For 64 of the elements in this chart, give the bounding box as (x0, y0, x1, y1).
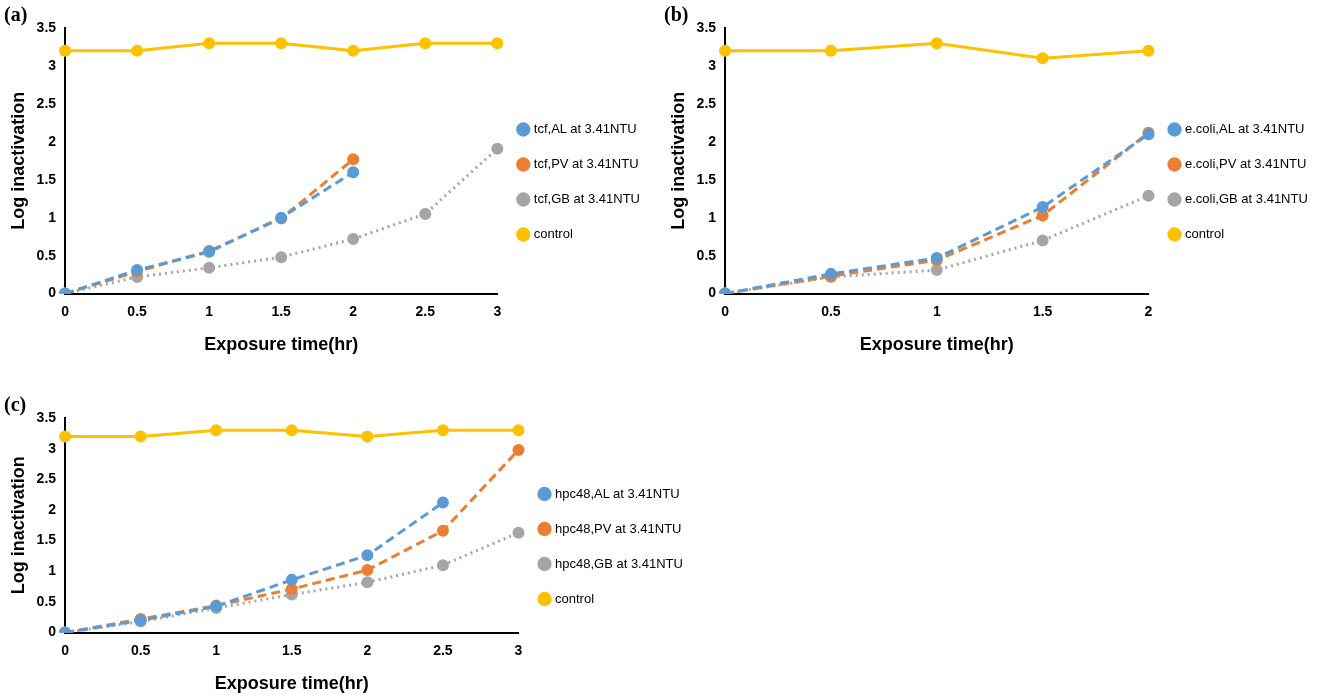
x-tick-label: 1.5 (282, 641, 302, 658)
y-tick-label: 2 (708, 132, 717, 149)
legend-label: e.coli,AL at 3.41NTU (1185, 121, 1305, 137)
legend-label: e.coli,PV at 3.41NTU (1185, 156, 1307, 172)
x-tick-label: 0 (721, 302, 730, 319)
y-tick-label: 2.5 (36, 470, 57, 487)
legend-label: hpc48,GB at 3.41NTU (555, 555, 683, 571)
x-tick-label: 1 (205, 302, 214, 319)
x-axis-title: Exposure time(hr) (204, 334, 359, 355)
y-tick-label: 3 (48, 56, 57, 73)
y-tick-label: 1 (48, 208, 57, 225)
y-tick-label: 1.5 (36, 531, 57, 548)
legend-label: control (1185, 226, 1225, 242)
y-axis-title: Log inactivation (667, 91, 688, 230)
y-axis-title: Log inactivation (7, 91, 28, 230)
y-tick-label: 0.5 (36, 592, 57, 609)
x-tick-label: 3 (514, 641, 523, 658)
y-tick-label: 2.5 (36, 94, 57, 111)
y-tick-label: 1.5 (36, 170, 57, 187)
x-tick-label: 2.5 (415, 302, 436, 319)
legend-label: control (533, 226, 573, 242)
x-tick-label: 0 (61, 641, 70, 658)
x-tick-label: 1.5 (1032, 302, 1053, 319)
y-tick-label: 3 (48, 439, 57, 456)
x-tick-label: 1.5 (271, 302, 292, 319)
x-tick-label: 2 (1144, 302, 1153, 319)
x-tick-label: 1 (932, 302, 941, 319)
x-tick-label: 0.5 (127, 302, 148, 319)
x-tick-label: 2.5 (433, 641, 453, 658)
x-axis-title: Exposure time(hr) (214, 673, 369, 694)
y-tick-label: 0.5 (696, 246, 717, 263)
x-tick-label: 0.5 (130, 641, 151, 658)
y-tick-label: 2 (48, 500, 57, 517)
chart-title: (a) (4, 3, 28, 27)
legend-label: tcf,AL at 3.41NTU (533, 121, 637, 137)
y-tick-label: 0.5 (36, 246, 57, 263)
x-tick-label: 0 (61, 302, 70, 319)
y-tick-label: 2 (48, 132, 57, 149)
y-tick-label: 3.5 (36, 408, 57, 425)
y-axis-title: Log inactivation (7, 456, 28, 595)
legend-label: hpc48,AL at 3.41NTU (555, 485, 680, 501)
legend-label: hpc48,PV at 3.41NTU (555, 520, 682, 536)
chart-title: (b) (664, 3, 689, 27)
y-tick-label: 1 (708, 208, 717, 225)
legend-label: e.coli,GB at 3.41NTU (1185, 191, 1308, 207)
x-tick-label: 3 (493, 302, 502, 319)
y-tick-label: 0 (708, 284, 717, 301)
y-tick-label: 0 (48, 284, 57, 301)
x-tick-label: 2 (349, 302, 358, 319)
y-tick-label: 1 (48, 562, 57, 579)
y-tick-label: 3.5 (36, 18, 57, 35)
y-tick-label: 3 (708, 56, 717, 73)
legend-label: tcf,GB at 3.41NTU (533, 191, 640, 207)
x-tick-label: 2 (363, 641, 372, 658)
legend-label: control (555, 590, 595, 606)
legend-label: tcf,PV at 3.41NTU (533, 156, 639, 172)
x-tick-label: 1 (212, 641, 221, 658)
chart-title: (c) (4, 393, 27, 417)
y-tick-label: 0 (48, 623, 57, 640)
y-tick-label: 2.5 (696, 94, 717, 111)
y-tick-label: 3.5 (696, 18, 717, 35)
x-tick-label: 0.5 (821, 302, 841, 319)
y-tick-label: 1.5 (696, 170, 717, 187)
x-axis-title: Exposure time(hr) (859, 334, 1014, 355)
